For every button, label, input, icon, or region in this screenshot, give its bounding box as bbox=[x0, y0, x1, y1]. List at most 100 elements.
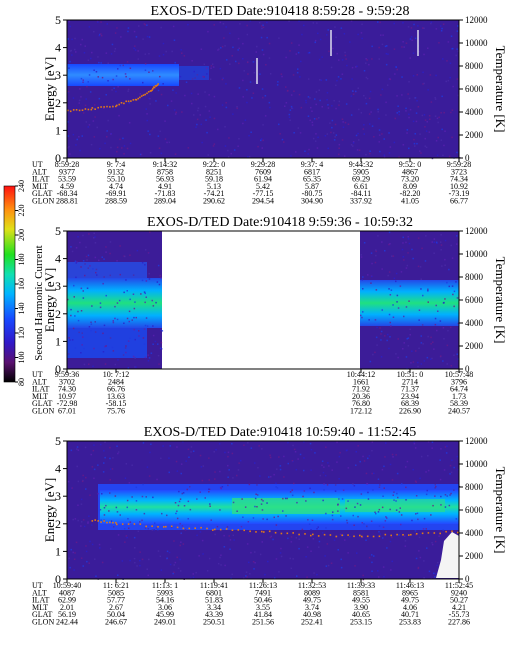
noise-pixel bbox=[350, 95, 353, 97]
noise-pixel bbox=[361, 522, 363, 524]
noise-pixel bbox=[176, 510, 178, 512]
noise-pixel bbox=[112, 78, 114, 81]
noise-pixel bbox=[455, 281, 457, 283]
y-tick-label: 0 bbox=[55, 572, 61, 586]
noise-pixel bbox=[369, 360, 372, 363]
y-tick-label: 5 bbox=[55, 224, 61, 238]
noise-pixel bbox=[91, 305, 93, 307]
noise-pixel bbox=[77, 310, 79, 313]
temperature-point bbox=[421, 532, 424, 535]
y-tick-label: 3 bbox=[55, 68, 61, 82]
noise-pixel bbox=[155, 301, 157, 304]
noise-pixel bbox=[308, 148, 310, 151]
table-cell: -84.11 bbox=[351, 189, 371, 198]
noise-pixel bbox=[435, 573, 437, 575]
noise-pixel bbox=[275, 486, 277, 488]
table-cell: 2.01 bbox=[60, 603, 74, 612]
noise-pixel bbox=[381, 133, 383, 135]
noise-pixel bbox=[109, 468, 112, 470]
noise-pixel bbox=[385, 114, 387, 116]
x-tick-label: 9:59:28 bbox=[447, 160, 471, 169]
noise-pixel bbox=[442, 23, 445, 25]
noise-pixel bbox=[255, 51, 257, 53]
noise-pixel bbox=[333, 539, 336, 541]
temperature-point bbox=[127, 523, 130, 525]
noise-pixel bbox=[144, 301, 146, 304]
noise-pixel bbox=[269, 456, 272, 459]
temperature-point bbox=[451, 530, 453, 533]
noise-pixel bbox=[406, 460, 409, 463]
noise-pixel bbox=[388, 243, 390, 246]
noise-pixel bbox=[117, 86, 119, 88]
noise-pixel bbox=[436, 329, 438, 332]
noise-pixel bbox=[149, 152, 152, 154]
noise-pixel bbox=[444, 494, 447, 496]
noise-pixel bbox=[300, 106, 303, 109]
noise-pixel bbox=[139, 551, 141, 553]
noise-pixel bbox=[375, 249, 377, 251]
noise-pixel bbox=[168, 471, 170, 474]
noise-pixel bbox=[204, 91, 206, 93]
noise-pixel bbox=[180, 472, 182, 475]
noise-pixel bbox=[161, 330, 164, 332]
noise-pixel bbox=[342, 489, 345, 491]
noise-pixel bbox=[433, 241, 435, 243]
noise-pixel bbox=[106, 136, 108, 138]
noise-pixel bbox=[456, 48, 458, 50]
noise-pixel bbox=[452, 293, 454, 296]
noise-pixel bbox=[389, 243, 391, 245]
noise-pixel bbox=[121, 147, 123, 149]
noise-pixel bbox=[264, 573, 266, 576]
noise-pixel bbox=[231, 573, 233, 576]
noise-pixel bbox=[337, 510, 339, 512]
table-cell: 49.75 bbox=[303, 596, 321, 605]
noise-pixel bbox=[187, 448, 190, 451]
noise-pixel bbox=[357, 445, 359, 447]
noise-pixel bbox=[351, 90, 354, 92]
noise-pixel bbox=[80, 310, 83, 312]
noise-pixel bbox=[362, 276, 364, 278]
noise-pixel bbox=[445, 80, 447, 83]
noise-pixel bbox=[430, 101, 433, 103]
noise-pixel bbox=[397, 338, 399, 340]
noise-pixel bbox=[386, 339, 388, 342]
noise-pixel bbox=[382, 34, 384, 36]
table-row-label: GLON bbox=[32, 618, 54, 627]
noise-pixel bbox=[214, 533, 216, 536]
noise-pixel bbox=[410, 362, 412, 364]
y2-tick-label: 0 bbox=[465, 574, 470, 584]
noise-pixel bbox=[419, 556, 422, 559]
temperature-point bbox=[103, 106, 105, 108]
noise-pixel bbox=[88, 124, 91, 126]
table-cell: 3702 bbox=[59, 377, 75, 386]
noise-pixel bbox=[115, 90, 117, 93]
noise-pixel bbox=[210, 65, 213, 67]
noise-pixel bbox=[338, 478, 340, 480]
noise-pixel bbox=[384, 456, 386, 458]
noise-pixel bbox=[442, 360, 444, 362]
noise-pixel bbox=[249, 81, 252, 83]
noise-pixel bbox=[67, 38, 69, 40]
noise-pixel bbox=[92, 449, 95, 452]
noise-pixel bbox=[413, 138, 415, 141]
temperature-point bbox=[125, 100, 127, 103]
noise-pixel bbox=[254, 497, 257, 500]
noise-pixel bbox=[237, 469, 240, 471]
noise-pixel bbox=[247, 521, 250, 523]
noise-pixel bbox=[246, 24, 248, 27]
noise-pixel bbox=[440, 112, 442, 114]
y-tick-label: 0 bbox=[55, 362, 61, 376]
noise-pixel bbox=[448, 285, 450, 288]
noise-pixel bbox=[439, 320, 442, 322]
noise-pixel bbox=[424, 137, 426, 140]
noise-pixel bbox=[373, 472, 375, 475]
noise-pixel bbox=[87, 81, 89, 83]
noise-pixel bbox=[404, 545, 407, 547]
panel-3-orbit-table: UTALTILATMLTGLATGLON10:59:40408762.992.0… bbox=[32, 579, 473, 627]
noise-pixel bbox=[134, 547, 136, 549]
noise-pixel bbox=[112, 457, 114, 459]
noise-pixel bbox=[343, 155, 346, 157]
noise-pixel bbox=[192, 450, 195, 452]
noise-pixel bbox=[203, 76, 205, 78]
noise-pixel bbox=[80, 557, 83, 559]
